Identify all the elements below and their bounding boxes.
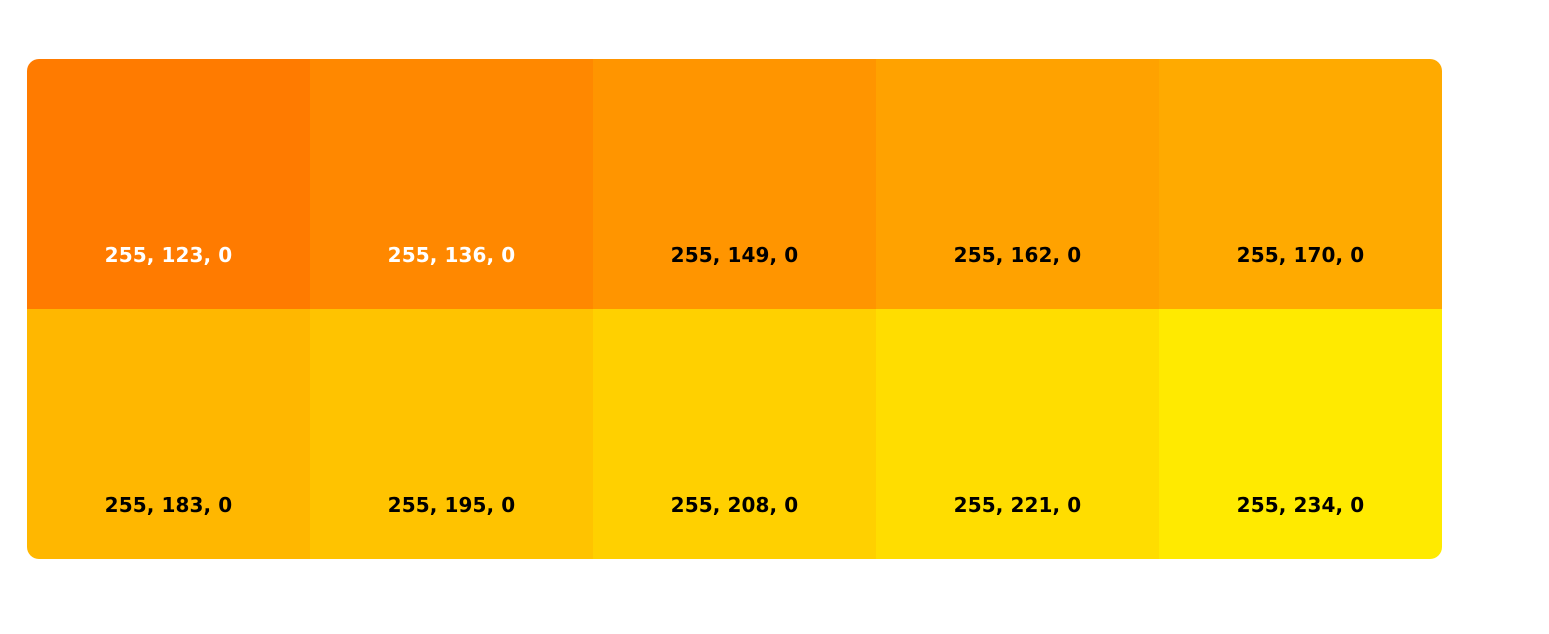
color-palette: 255, 123, 0 255, 136, 0 255, 149, 0 255,… [27,59,1442,559]
swatch-label: 255, 162, 0 [953,243,1082,267]
color-swatch[interactable]: 255, 149, 0 [593,59,876,309]
color-swatch[interactable]: 255, 123, 0 [27,59,310,309]
swatch-label: 255, 234, 0 [1236,493,1365,517]
color-swatch[interactable]: 255, 195, 0 [310,309,593,559]
color-swatch[interactable]: 255, 170, 0 [1159,59,1442,309]
swatch-label: 255, 183, 0 [104,493,233,517]
swatch-label: 255, 170, 0 [1236,243,1365,267]
color-swatch[interactable]: 255, 221, 0 [876,309,1159,559]
color-swatch[interactable]: 255, 208, 0 [593,309,876,559]
swatch-label: 255, 123, 0 [104,243,233,267]
color-swatch[interactable]: 255, 162, 0 [876,59,1159,309]
color-swatch[interactable]: 255, 136, 0 [310,59,593,309]
swatch-label: 255, 208, 0 [670,493,799,517]
swatch-label: 255, 195, 0 [387,493,516,517]
swatch-label: 255, 149, 0 [670,243,799,267]
swatch-label: 255, 221, 0 [953,493,1082,517]
color-swatch[interactable]: 255, 183, 0 [27,309,310,559]
swatch-label: 255, 136, 0 [387,243,516,267]
color-swatch[interactable]: 255, 234, 0 [1159,309,1442,559]
